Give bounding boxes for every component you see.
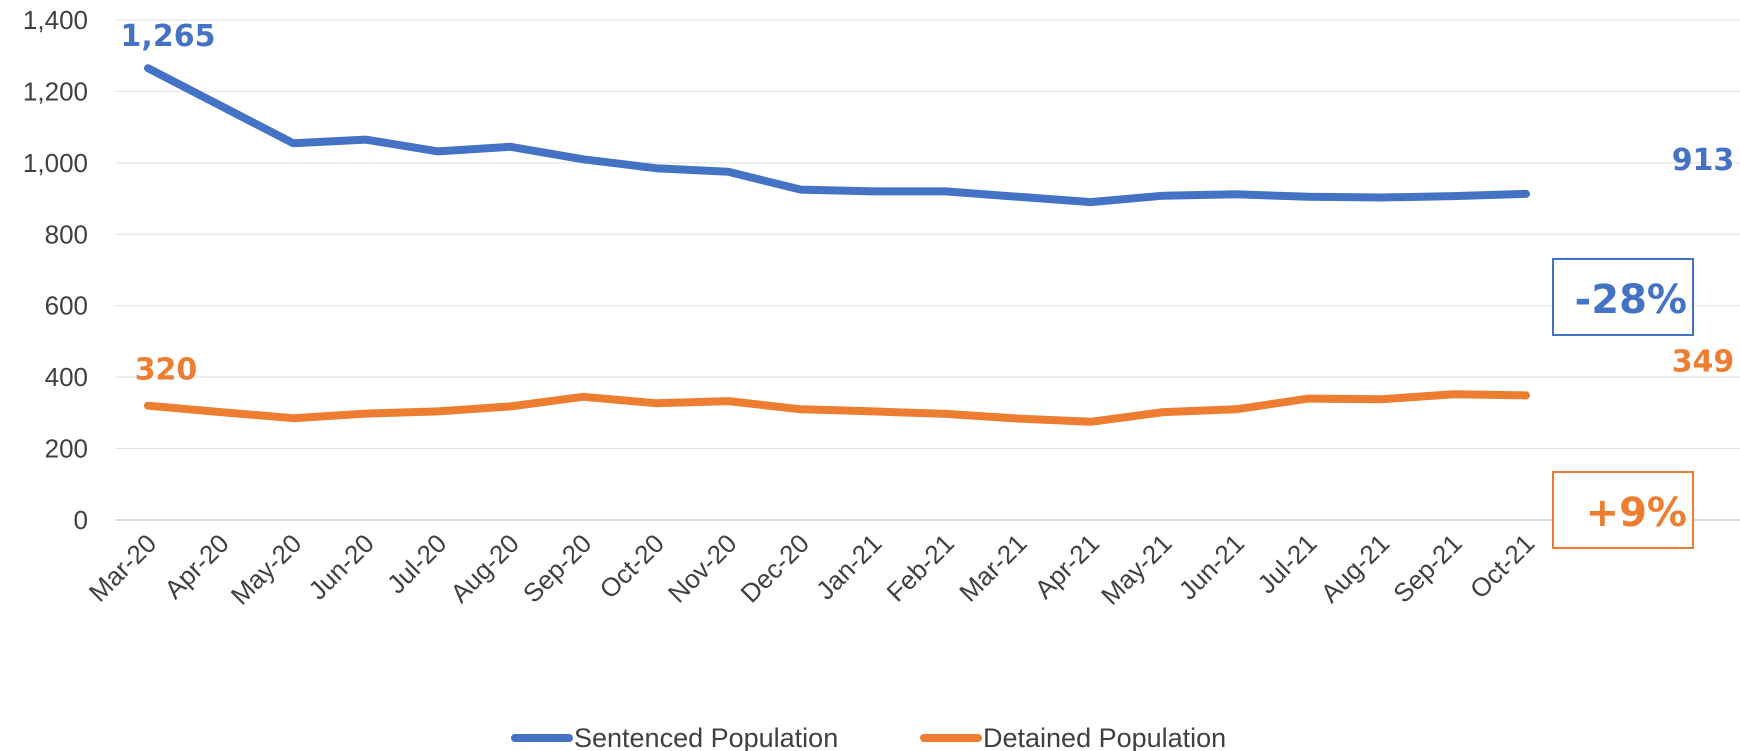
y-tick-label: 1,200: [23, 76, 88, 106]
detained-change-box-border: [1552, 471, 1694, 549]
y-tick-label: 400: [45, 362, 88, 392]
series-line-detained: [144, 390, 1530, 426]
detained-change-box: +9%: [1552, 471, 1694, 549]
x-tick-label: Mar-20: [83, 528, 162, 607]
legend-label-sentenced: Sentenced Population: [574, 723, 838, 751]
x-tick-label: May-20: [225, 528, 308, 611]
sentenced-end-label: 913: [1672, 143, 1735, 178]
sentenced-change-label: -28%: [1575, 277, 1687, 323]
legend-label-detained: Detained Population: [983, 723, 1226, 751]
x-tick-label: Sep-21: [1387, 528, 1467, 608]
detained-start-label: 320: [135, 353, 198, 388]
y-tick-label: 200: [45, 434, 88, 464]
x-tick-label: Nov-20: [662, 528, 742, 608]
sentenced-change-box-border: [1552, 258, 1694, 336]
x-tick-label: Oct-21: [1464, 528, 1540, 604]
x-tick-label: Dec-20: [734, 528, 814, 608]
x-tick-label: Oct-20: [594, 528, 670, 604]
y-tick-label: 1,400: [23, 5, 88, 35]
x-tick-label: May-21: [1095, 528, 1178, 611]
detained-change-label: +9%: [1586, 490, 1687, 536]
x-tick-label: Aug-20: [444, 528, 524, 608]
gridlines: [115, 19, 1740, 450]
series-line-sentenced: [144, 64, 1530, 207]
sentenced-change-box: -28%: [1552, 258, 1694, 336]
x-tick-label: Feb-21: [881, 528, 960, 607]
x-tick-label: Apr-20: [158, 528, 234, 604]
y-tick-label: 800: [45, 219, 88, 249]
x-tick-label: Sep-20: [517, 528, 597, 608]
x-tick-label: Jan-21: [810, 528, 887, 605]
x-tick-label: Jun-21: [1173, 528, 1250, 605]
x-tick-label: Aug-21: [1315, 528, 1395, 608]
legend: Sentenced Population Detained Population: [511, 723, 1226, 751]
y-tick-label: 1,000: [23, 148, 88, 178]
y-tick-label: 0: [74, 505, 88, 535]
x-tick-label: Jun-20: [302, 528, 379, 605]
x-tick-label: Mar-21: [953, 528, 1032, 607]
x-tick-label: Apr-21: [1029, 528, 1105, 604]
y-tick-label: 600: [45, 291, 88, 321]
sentenced-start-label: 1,265: [121, 19, 216, 54]
x-tick-label: Jul-21: [1251, 528, 1322, 599]
y-axis-ticks: 0 200 400 600 800 1,000 1,200 1,400: [23, 5, 88, 535]
x-tick-label: Jul-20: [381, 528, 452, 599]
series-lines: [144, 64, 1530, 426]
detained-end-label: 349: [1672, 344, 1735, 379]
